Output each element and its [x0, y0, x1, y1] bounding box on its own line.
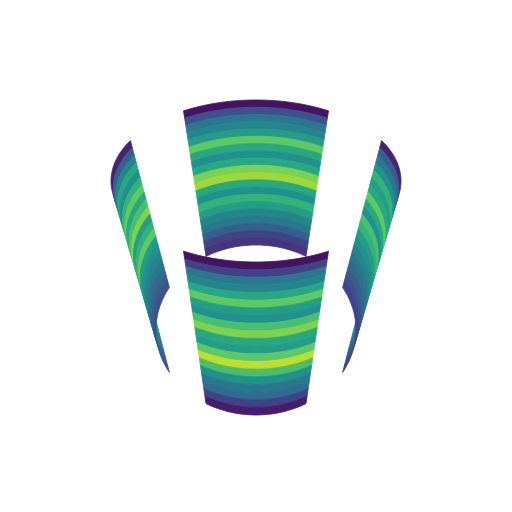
surface-panel	[184, 251, 329, 415]
surface-plot	[0, 0, 512, 512]
surface-panel	[184, 100, 329, 256]
surface-panel	[343, 141, 401, 373]
surface-band	[343, 280, 359, 372]
surface-band	[205, 238, 307, 257]
surface	[111, 100, 401, 415]
surface-band	[154, 280, 170, 372]
surface-band	[205, 396, 307, 415]
surface-panel	[111, 141, 169, 373]
